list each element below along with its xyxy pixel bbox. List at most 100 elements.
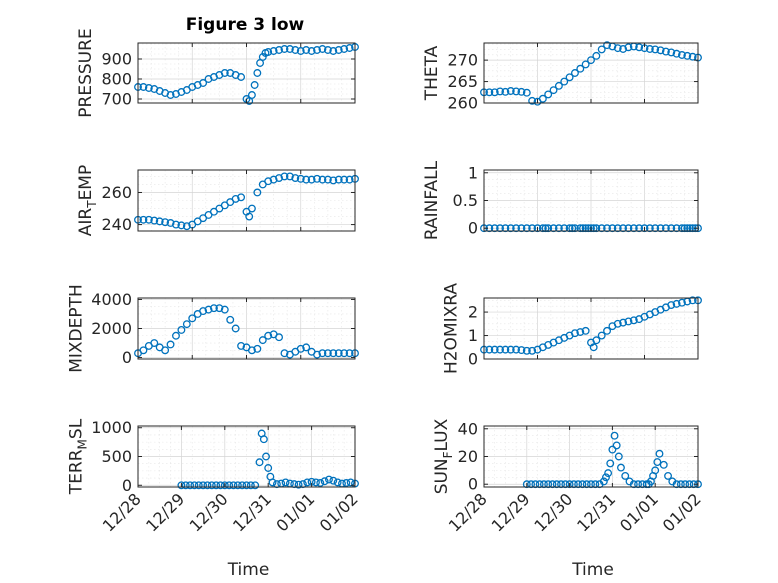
data-point	[538, 94, 547, 103]
data-point	[250, 81, 259, 89]
data-point	[313, 174, 321, 183]
y-tick-label: 20	[458, 447, 478, 466]
data-point	[584, 224, 593, 233]
data-point	[215, 304, 224, 313]
data-point	[255, 458, 264, 467]
data-point	[512, 345, 521, 354]
y-tick-label: 500	[101, 447, 132, 466]
data-point	[672, 49, 681, 58]
data-point	[686, 224, 694, 233]
data-point	[678, 51, 686, 59]
data-point	[635, 43, 644, 52]
data-point	[212, 481, 221, 490]
data-point	[209, 304, 218, 313]
data-point	[207, 481, 216, 490]
data-point	[565, 480, 574, 489]
data-point	[166, 219, 175, 227]
data-point	[220, 481, 229, 490]
data-point	[688, 296, 697, 305]
data-point	[302, 175, 311, 184]
data-point	[681, 480, 690, 489]
data-point	[661, 224, 670, 233]
data-point	[691, 224, 700, 233]
data-point	[517, 87, 526, 96]
data-point	[237, 73, 246, 81]
y-axis-label: AIRTEMP	[76, 165, 99, 236]
data-point	[501, 345, 510, 354]
data-point	[554, 81, 563, 90]
data-point	[340, 45, 349, 53]
data-point	[188, 314, 197, 323]
data-point	[603, 41, 611, 50]
data-point	[589, 343, 598, 352]
data-point	[544, 224, 553, 233]
data-point	[613, 319, 622, 328]
data-point	[544, 480, 553, 489]
data-point	[203, 481, 212, 490]
data-point	[155, 217, 164, 226]
y-tick-label: 1	[468, 326, 478, 345]
y-tick-label: 0	[468, 219, 478, 238]
data-point	[139, 346, 148, 355]
data-point	[574, 480, 583, 489]
data-point	[496, 224, 504, 233]
data-point	[528, 346, 537, 355]
data-point	[656, 46, 665, 55]
data-point	[549, 86, 558, 95]
data-point	[253, 69, 262, 77]
subplot-theta: 260 265 270 THETA	[422, 41, 702, 113]
data-point	[656, 224, 665, 233]
data-point	[541, 224, 550, 233]
data-point	[340, 349, 349, 358]
data-point	[247, 204, 256, 213]
data-point	[688, 52, 697, 61]
data-point	[275, 333, 283, 342]
data-point	[225, 481, 234, 490]
data-point	[316, 479, 325, 487]
data-point	[318, 175, 327, 184]
data-point	[624, 317, 633, 326]
data-point	[285, 45, 294, 53]
data-point	[220, 305, 229, 314]
data-point	[329, 476, 338, 485]
data-point	[334, 175, 343, 184]
data-point	[199, 481, 208, 490]
y-tick-label: 0	[122, 348, 132, 367]
data-point	[506, 345, 515, 354]
data-point	[220, 69, 229, 77]
data-point	[258, 336, 267, 345]
y-axis-label: THETA	[422, 45, 442, 101]
data-point	[606, 459, 615, 468]
data-point	[587, 224, 595, 233]
y-tick-label: 900	[101, 50, 132, 69]
data-point	[231, 194, 240, 203]
data-point	[496, 345, 504, 354]
data-point	[667, 301, 676, 309]
y-tick-label: 265	[447, 72, 478, 91]
data-point	[345, 175, 354, 184]
data-point	[680, 224, 689, 233]
data-point	[579, 224, 587, 233]
y-tick-label: 0	[122, 476, 132, 495]
y-tick-label: 2	[468, 303, 478, 322]
data-point	[629, 480, 638, 489]
y-tick-label: 800	[101, 70, 132, 89]
data-point	[664, 471, 672, 480]
data-point	[619, 45, 628, 53]
data-point	[275, 46, 283, 54]
subplot-sun-flux: 0 20 40SUNFLUX12/2812/2912/3012/3101/0101/…	[432, 418, 705, 580]
x-tick-label: 12/30	[186, 489, 232, 535]
data-point	[253, 344, 262, 353]
subplot-h2omixra: 0 1 2 H2OMIXRA	[441, 283, 702, 374]
data-point	[275, 174, 283, 182]
data-point	[485, 88, 494, 97]
data-point	[602, 473, 610, 482]
data-point	[552, 480, 561, 489]
data-point	[345, 44, 354, 52]
data-point	[621, 471, 630, 480]
data-point	[150, 216, 159, 225]
data-point	[608, 224, 617, 233]
data-point	[587, 56, 595, 65]
x-axis-label: Time	[227, 560, 270, 580]
data-point	[610, 431, 619, 440]
